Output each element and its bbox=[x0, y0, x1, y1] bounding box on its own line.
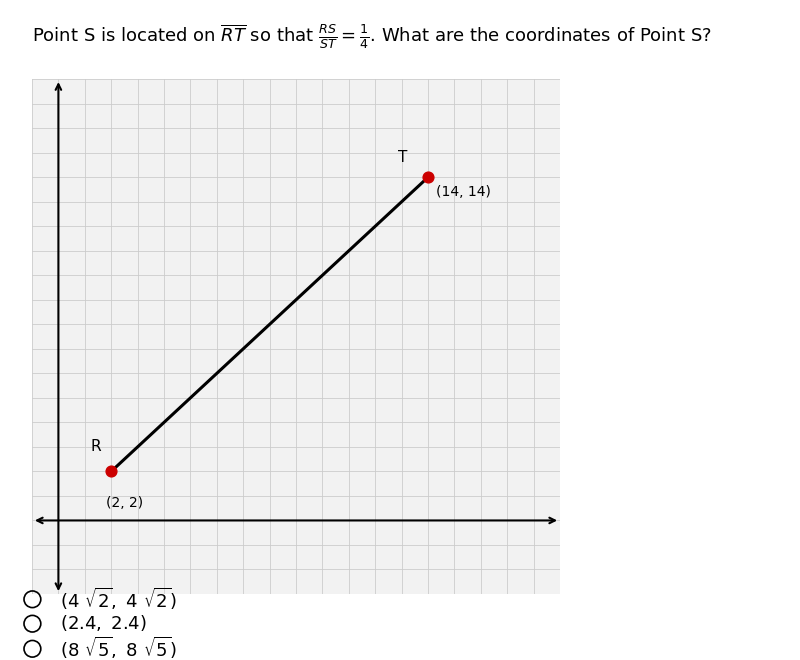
Text: T: T bbox=[398, 150, 407, 165]
Text: (2, 2): (2, 2) bbox=[106, 496, 143, 510]
Text: $(4\ \sqrt{2},\ 4\ \sqrt{2})$: $(4\ \sqrt{2},\ 4\ \sqrt{2})$ bbox=[60, 585, 177, 612]
Text: $(2.4,\ 2.4)$: $(2.4,\ 2.4)$ bbox=[60, 613, 147, 633]
Point bbox=[105, 466, 118, 477]
Point bbox=[422, 172, 434, 183]
Text: Point S is located on $\overline{RT}$ so that $\frac{RS}{ST} = \frac{1}{4}$. Wha: Point S is located on $\overline{RT}$ so… bbox=[32, 22, 712, 51]
Text: R: R bbox=[90, 440, 101, 454]
Text: $(8\ \sqrt{5},\ 8\ \sqrt{5})$: $(8\ \sqrt{5},\ 8\ \sqrt{5})$ bbox=[60, 635, 177, 660]
Text: (14, 14): (14, 14) bbox=[436, 185, 490, 199]
